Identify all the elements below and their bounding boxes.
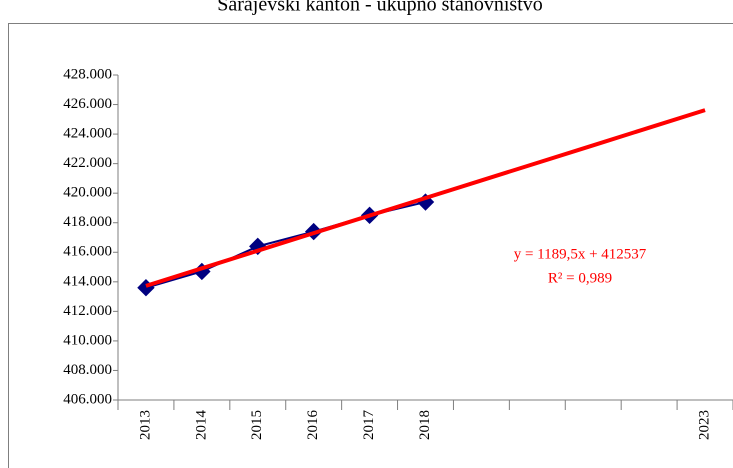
y-tick-label: 428.000 [63,66,112,82]
y-tick-label: 410.000 [63,332,112,348]
y-tick-label: 416.000 [63,244,112,260]
trendline [145,108,706,288]
x-tick-label: 2015 [249,410,265,440]
y-tick-label: 418.000 [63,214,112,230]
y-tick-label: 422.000 [63,155,112,171]
x-tick-label: 2016 [305,410,321,441]
y-tick-label: 424.000 [63,126,112,142]
y-tick-label: 408.000 [63,362,112,378]
y-tick-label: 412.000 [63,303,112,319]
marker [249,237,267,256]
trendline-equation: R² = 0,989 [548,270,612,286]
y-tick-label: 406.000 [63,391,112,407]
y-tick-label: 426.000 [63,96,112,112]
x-tick-label: 2013 [137,410,153,440]
y-tick-label: 420.000 [63,185,112,201]
chart-title: Sarajevski kanton - ukupno stanovništvo [217,0,543,16]
trendline-equation: y = 1189,5x + 412537 [514,246,647,262]
chart-frame [8,23,733,468]
x-tick-label: 2014 [193,410,209,441]
x-tick-label: 2023 [696,410,712,440]
x-tick-label: 2018 [417,410,433,440]
x-tick-label: 2017 [361,410,377,441]
y-tick-label: 414.000 [63,273,112,289]
